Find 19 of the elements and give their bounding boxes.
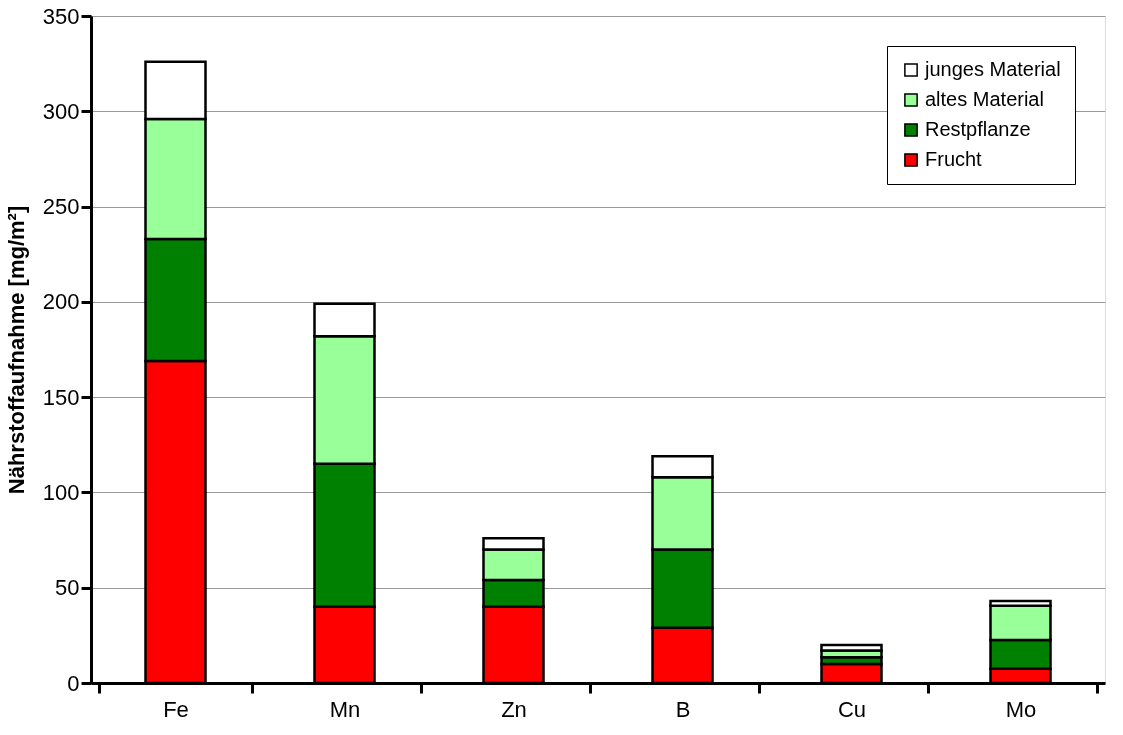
y-tick-label: 100 (42, 479, 80, 505)
x-tick-label: Mn (329, 696, 361, 722)
x-tick-label: Fe (163, 696, 189, 722)
y-tick-label: 250 (42, 194, 80, 220)
y-tick-label: 200 (42, 289, 80, 315)
legend-label: junges Material (924, 58, 1061, 80)
y-tick-label: 0 (67, 670, 80, 696)
y-axis-title: Nährstoffaufnahme [mg/m²] (3, 205, 29, 495)
legend-label: Restpflanze (925, 118, 1031, 140)
legend-label: altes Material (925, 88, 1044, 110)
y-tick-label: 50 (55, 575, 80, 601)
x-tick-label: Zn (501, 696, 527, 722)
y-tick-label: 300 (42, 98, 80, 124)
y-tick-label: 350 (42, 3, 80, 29)
x-tick-label: Cu (837, 696, 867, 722)
y-tick-label: 150 (42, 384, 80, 410)
x-tick-label: B (675, 696, 691, 722)
x-tick-label: Mo (1005, 696, 1037, 722)
legend-label: Frucht (925, 148, 983, 170)
